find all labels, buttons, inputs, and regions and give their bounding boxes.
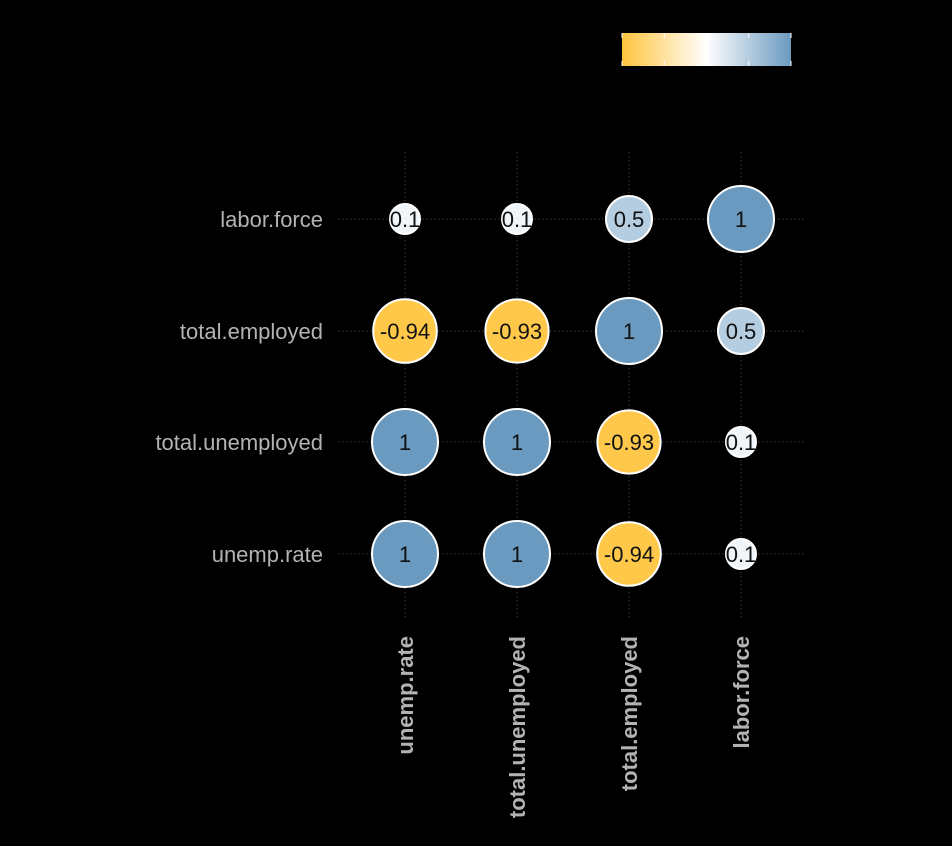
correlation-value-label: 0.1 [726, 430, 757, 455]
correlation-circle [717, 307, 765, 355]
correlation-cell: 0.1 [389, 203, 421, 235]
correlation-value-label: -0.93 [492, 319, 542, 344]
correlation-value-label: 0.5 [614, 207, 645, 232]
correlation-cell: -0.94 [596, 521, 662, 587]
correlation-value-label: 1 [511, 430, 523, 455]
y-tick-label: total.employed [180, 319, 323, 344]
correlation-cell: 1 [483, 408, 551, 476]
correlation-circle [483, 520, 551, 588]
x-tick-label: total.employed [617, 636, 642, 791]
correlation-value-label: 0.1 [502, 207, 533, 232]
y-tick-label: labor.force [220, 207, 323, 232]
correlation-circle [389, 203, 421, 235]
x-axis-labels: unemp.rate total.unemployed total.employed… [393, 636, 754, 818]
x-tick-label: total.unemployed [505, 636, 530, 818]
correlation-value-label: -0.94 [380, 319, 430, 344]
y-axis-labels: labor.force total.employed total.unemploye… [155, 207, 323, 567]
correlation-value-label: 1 [399, 542, 411, 567]
correlation-value-label: 0.1 [390, 207, 421, 232]
correlation-cell: 1 [483, 520, 551, 588]
correlation-cell: 0.1 [725, 538, 757, 570]
correlation-cell: -0.93 [596, 409, 662, 475]
y-tick-label: total.unemployed [155, 430, 323, 455]
colorbar-gradient [622, 33, 791, 66]
correlation-value-label: -0.93 [604, 430, 654, 455]
correlation-circle [372, 298, 438, 364]
correlation-value-label: 0.1 [726, 542, 757, 567]
correlation-value-label: 1 [399, 430, 411, 455]
correlation-cell: 0.1 [501, 203, 533, 235]
correlation-circle [483, 408, 551, 476]
correlation-cell: 0.1 [725, 426, 757, 458]
correlation-cell: 0.5 [605, 195, 653, 243]
correlation-value-label: -0.94 [604, 542, 654, 567]
x-tick-label: unemp.rate [393, 636, 418, 755]
correlation-cell: -0.93 [484, 298, 550, 364]
correlation-value-label: 1 [511, 542, 523, 567]
correlation-cell: 1 [371, 520, 439, 588]
correlation-circle [596, 521, 662, 587]
colorbar-legend [621, 33, 792, 66]
correlation-circle [595, 297, 663, 365]
correlation-circle [605, 195, 653, 243]
correlation-value-label: 0.5 [726, 319, 757, 344]
correlation-circle [484, 298, 550, 364]
correlation-circle [596, 409, 662, 475]
correlation-cells: 0.1 0.1 0.5 1 -0.94 -0.93 1 0.5 1 1 -0.93 0.1 1 1 -0.9… [371, 185, 775, 588]
correlation-circle [501, 203, 533, 235]
correlation-circle [707, 185, 775, 253]
correlation-circle [371, 520, 439, 588]
correlation-cell: 1 [595, 297, 663, 365]
correlation-cell: 0.5 [717, 307, 765, 355]
correlation-cell: 1 [371, 408, 439, 476]
correlation-circle [725, 538, 757, 570]
correlation-value-label: 1 [735, 207, 747, 232]
correlation-value-label: 1 [623, 319, 635, 344]
y-tick-label: unemp.rate [212, 542, 323, 567]
x-tick-label: labor.force [729, 636, 754, 748]
correlation-cell: -0.94 [372, 298, 438, 364]
correlation-circle [725, 426, 757, 458]
correlation-circle [371, 408, 439, 476]
correlation-cell: 1 [707, 185, 775, 253]
